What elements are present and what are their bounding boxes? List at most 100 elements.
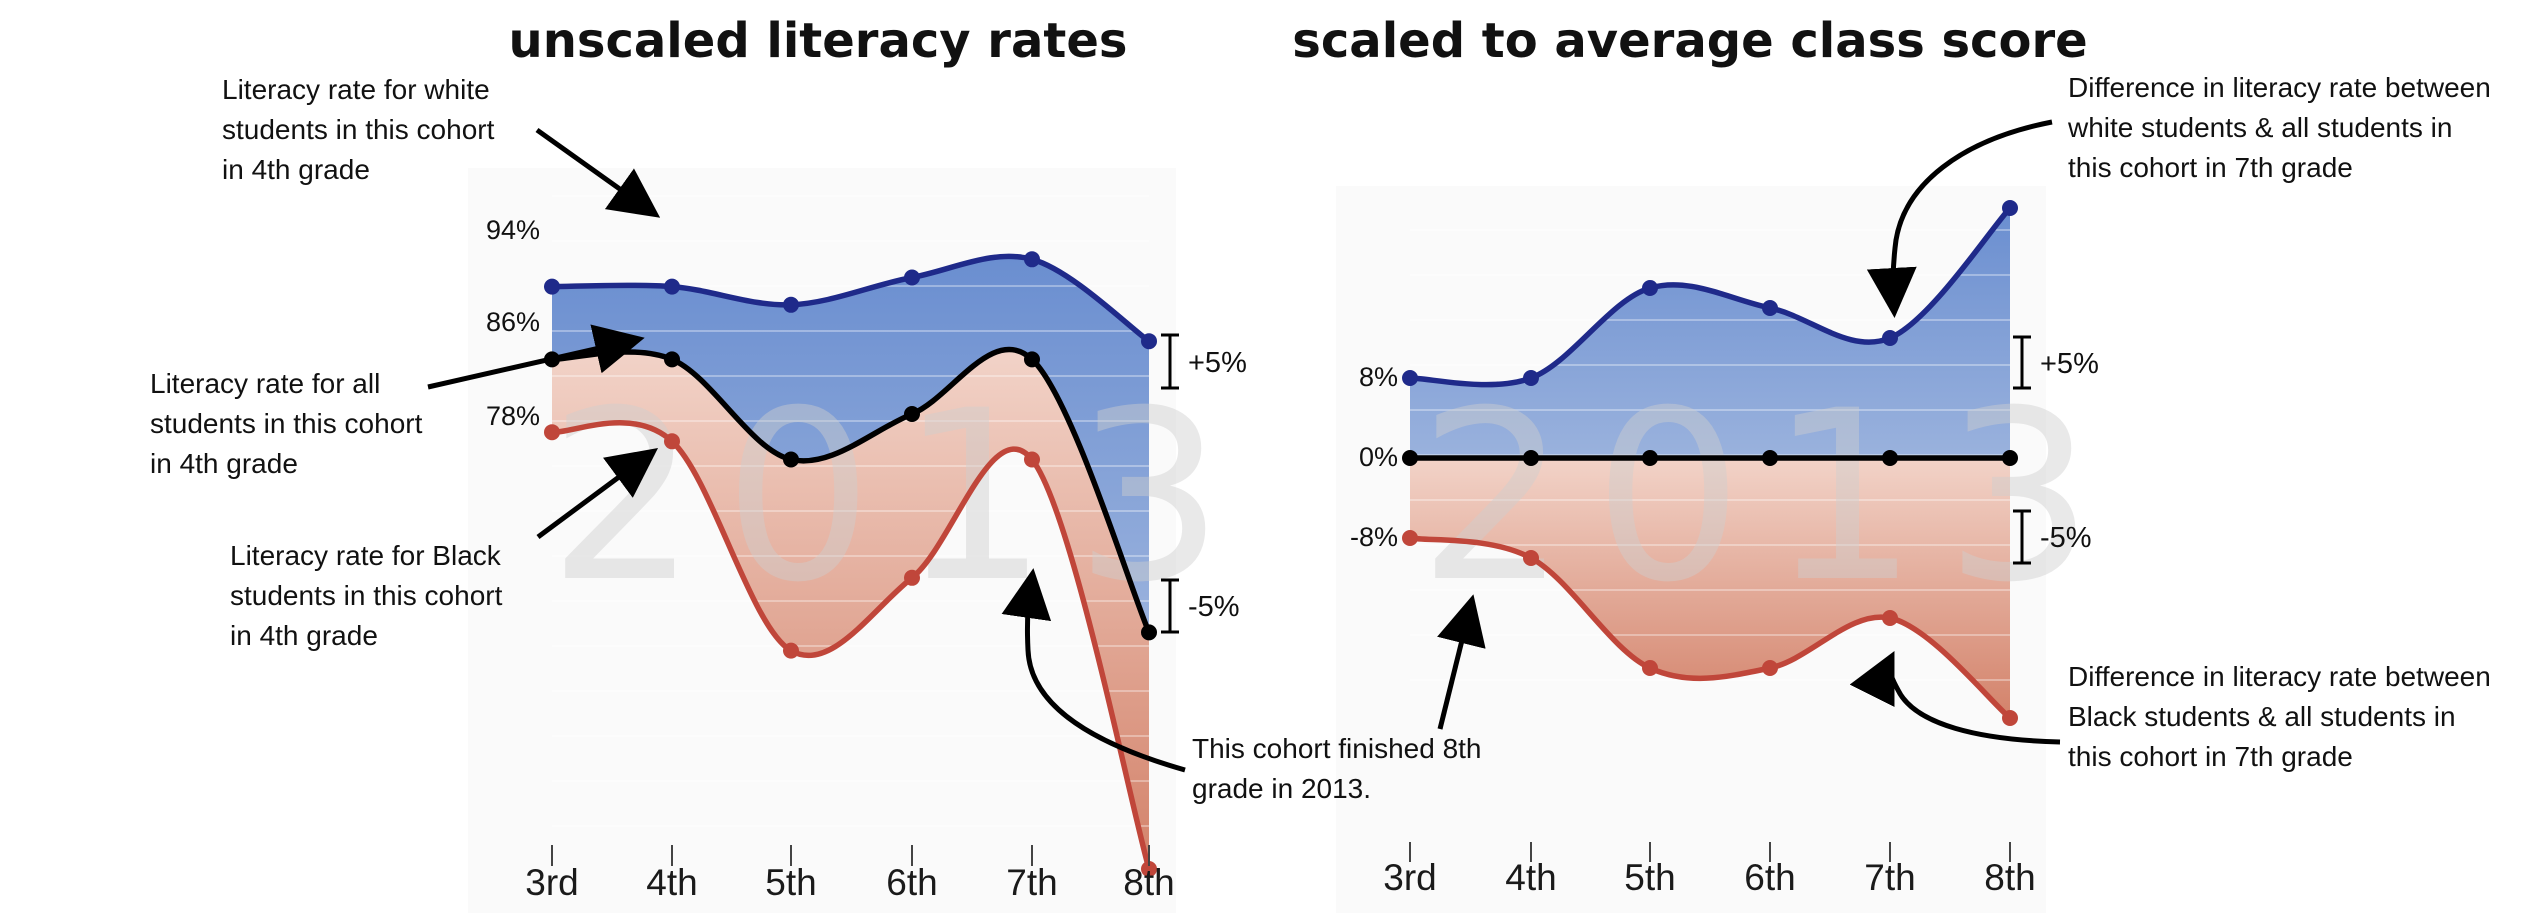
data-point-all-4th (664, 351, 680, 368)
annotation-diff-white-line-1: Difference in literacy rate between (2068, 72, 2491, 103)
data-point-white-4th (1523, 370, 1539, 386)
arrow-black-4th (536, 448, 659, 540)
y-label-0: 0% (1359, 442, 1398, 472)
data-point-all-3rd (1402, 450, 1418, 466)
data-point-all-7th (1882, 450, 1898, 466)
x-axis-right: 3rd 4th 5th 6th 7th 8th (1383, 842, 2036, 898)
scale-label-plus-left: +5% (1188, 347, 1247, 379)
data-point-white-6th (1762, 300, 1778, 316)
scale-bar-minus-left (1161, 578, 1179, 634)
watermark-year-left: 2013 (548, 361, 1250, 634)
scale-bar-plus-right (2013, 335, 2031, 390)
chart-scaled: scaled to average class score 2013 8% 0%… (1292, 13, 2120, 913)
annotation-finished-line-2: grade in 2013. (1192, 773, 1371, 804)
x-tick-label-4th: 4th (1505, 857, 1556, 898)
scale-label-plus-right: +5% (2040, 348, 2099, 380)
y-label-78: 78% (486, 401, 540, 431)
data-point-black-5th (783, 642, 799, 659)
annotation-diff-black-line-3: this cohort in 7th grade (2068, 741, 2353, 772)
data-point-black-8th (2002, 710, 2018, 726)
annotation-black-4th-line-1: Literacy rate for Black (230, 540, 502, 571)
data-point-black-6th (1762, 660, 1778, 676)
svg-text:This cohort finished 8th: This cohort finished 8th grade in 2013. (1192, 733, 1489, 804)
data-point-black-5th (1642, 660, 1658, 676)
arrow-all-4th (427, 324, 645, 390)
data-point-all-6th (904, 406, 920, 422)
x-tick-label-3rd: 3rd (1383, 857, 1436, 898)
annotation-white-4th-line-1: Literacy rate for white (222, 74, 490, 105)
x-tick-label-3rd: 3rd (525, 862, 578, 903)
y-label-minus-8: -8% (1350, 522, 1398, 552)
svg-text:Difference in literacy rate be: Difference in literacy rate between whit… (2067, 72, 2499, 183)
data-point-all-8th (1141, 624, 1157, 641)
annotation-black-4th-line-2: students in this cohort (230, 580, 503, 611)
svg-text:Difference in literacy rate be: Difference in literacy rate between Blac… (2068, 661, 2499, 772)
annotation-diff-white-line-2: white students & all students in (2067, 112, 2452, 143)
arrow-finished-curved (1001, 568, 1186, 773)
x-tick-label-6th: 6th (886, 862, 937, 903)
arrow-diff-black-7th (1849, 651, 2061, 745)
data-point-all-5th (1642, 450, 1658, 466)
scale-bar-minus-right (2013, 509, 2031, 565)
data-point-black-3rd (1402, 530, 1418, 546)
svg-text:Literacy rate for Black: Literacy rate for Black students in this… (230, 540, 510, 651)
annotation-white-4th-line-3: in 4th grade (222, 154, 370, 185)
data-point-white-5th (783, 296, 799, 313)
scale-label-minus-right: -5% (2040, 522, 2092, 554)
annotation-black-4th-line-3: in 4th grade (230, 620, 378, 651)
area-black-diff-right (1410, 458, 2010, 718)
annotation-diff-black-line-1: Difference in literacy rate between (2068, 661, 2491, 692)
data-point-white-3rd (1402, 370, 1418, 386)
y-label-8: 8% (1359, 362, 1398, 392)
data-point-white-6th (904, 269, 920, 286)
x-tick-label-5th: 5th (765, 862, 816, 903)
annotation-all-4th-line-3: in 4th grade (150, 448, 298, 479)
scale-label-minus-left: -5% (1188, 591, 1240, 623)
annotation-all-4th-line-2: students in this cohort (150, 408, 423, 439)
x-axis-left: 3rd 4th 5th 6th 7th 8th (525, 845, 1175, 903)
data-point-white-5th (1642, 280, 1658, 296)
data-point-black-6th (904, 569, 920, 586)
annotation-diff-white-7th: Difference in literacy rate between whit… (1866, 72, 2499, 318)
chart-unscaled: unscaled literacy rates 2013 94% 86% 78%… (468, 13, 1250, 913)
gridlines-left (552, 195, 1149, 827)
watermark-year-right: 2013 (1418, 361, 2120, 634)
svg-text:Literacy rate for all st: Literacy rate for all students in this c… (150, 368, 430, 479)
data-point-white-4th (664, 278, 680, 295)
y-label-86: 86% (486, 307, 540, 337)
annotation-diff-black-line-2: Black students & all students in (2068, 701, 2456, 732)
chart-title-left: unscaled literacy rates (509, 13, 1128, 69)
x-tick-label-8th: 8th (1123, 862, 1174, 903)
x-tick-label-4th: 4th (646, 862, 697, 903)
x-tick-label-7th: 7th (1864, 857, 1915, 898)
data-point-white-8th (2002, 200, 2018, 216)
data-point-all-7th (1024, 351, 1040, 368)
x-tick-label-7th: 7th (1006, 862, 1057, 903)
annotation-white-4th: Literacy rate for white students in this… (222, 74, 661, 218)
x-tick-label-6th: 6th (1744, 857, 1795, 898)
data-point-all-5th (783, 451, 799, 468)
x-tick-label-5th: 5th (1624, 857, 1675, 898)
x-tick-label-8th: 8th (1984, 857, 2035, 898)
data-point-black-7th (1024, 451, 1040, 468)
scale-bar-plus-left (1161, 333, 1179, 390)
data-point-black-4th (664, 433, 680, 450)
data-point-black-4th (1523, 550, 1539, 566)
annotation-diff-white-line-3: this cohort in 7th grade (2068, 152, 2353, 183)
annotation-white-4th-line-2: students in this cohort (222, 114, 495, 145)
chart-title-right: scaled to average class score (1292, 13, 2087, 69)
annotation-black-4th: Literacy rate for Black students in this… (230, 448, 659, 651)
annotation-finished-line-1: This cohort finished 8th (1192, 733, 1482, 764)
series-points-left (544, 251, 1157, 877)
series-points-right (1402, 200, 2018, 726)
annotation-finished-2013: This cohort finished 8th grade in 2013. (1001, 568, 1489, 804)
data-point-white-8th (1141, 333, 1157, 350)
annotation-all-4th: Literacy rate for all students in this c… (150, 324, 645, 479)
data-point-all-4th (1523, 450, 1539, 466)
series-line-white-diff-right (1409, 206, 2013, 388)
svg-text:Literacy rate for white: Literacy rate for white students in this… (222, 74, 502, 185)
data-point-black-3rd (544, 424, 560, 441)
data-point-all-6th (1762, 450, 1778, 466)
data-point-white-7th (1882, 330, 1898, 346)
